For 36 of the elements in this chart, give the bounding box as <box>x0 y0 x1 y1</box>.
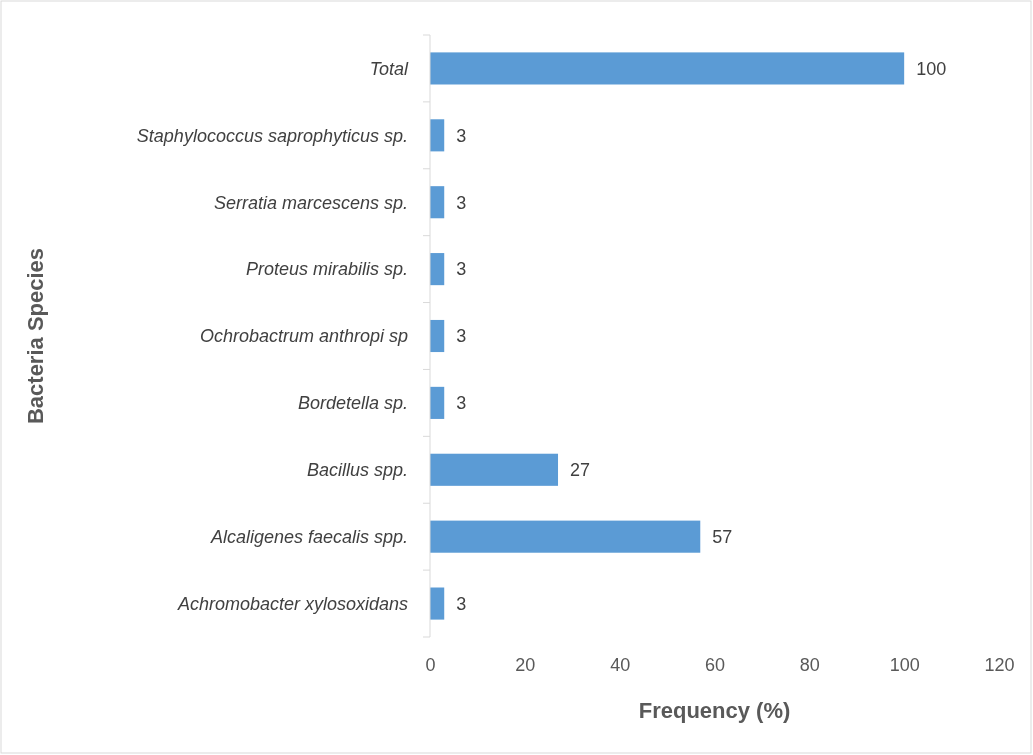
x-tick-label: 0 <box>425 654 436 675</box>
y-tick-label: Bacillus spp. <box>306 460 408 481</box>
x-tick-label: 80 <box>799 654 820 675</box>
x-axis-title: Frequency (%) <box>638 698 791 723</box>
x-tick-label: 40 <box>610 654 631 675</box>
data-label: 27 <box>570 460 591 481</box>
y-tick-label: Ochrobactrum anthropi sp <box>199 326 408 347</box>
y-tick-label: Achromobacter xylosoxidans <box>176 593 408 614</box>
y-axis-title: Bacteria Species <box>23 247 48 425</box>
x-tick-label: 100 <box>889 654 920 675</box>
y-tick-label: Staphylococcus saprophyticus sp. <box>136 125 408 146</box>
x-tick-label: 120 <box>984 654 1015 675</box>
y-tick-label: Alcaligenes faecalis spp. <box>209 526 408 547</box>
data-label: 3 <box>456 393 467 414</box>
x-tick-label: 20 <box>515 654 536 675</box>
bar <box>430 319 445 353</box>
data-label: 100 <box>916 58 947 79</box>
data-label: 57 <box>712 526 733 547</box>
data-label: 3 <box>456 326 467 347</box>
bar <box>430 453 559 486</box>
bar <box>430 52 905 85</box>
y-tick-label: Total <box>369 58 409 79</box>
data-label: 3 <box>456 593 467 614</box>
bar <box>430 186 445 219</box>
y-tick-label: Serratia marcescens sp. <box>213 192 408 213</box>
bar <box>430 119 445 152</box>
y-tick-label: Proteus mirabilis sp. <box>245 259 408 280</box>
data-label: 3 <box>456 192 467 213</box>
bar <box>430 587 445 620</box>
y-tick-label: Bordetella sp. <box>297 393 408 414</box>
x-tick-label: 60 <box>704 654 726 675</box>
bar <box>430 253 445 286</box>
bar <box>430 386 445 419</box>
data-label: 3 <box>456 259 467 280</box>
bar <box>430 520 701 553</box>
data-label: 3 <box>456 125 467 146</box>
